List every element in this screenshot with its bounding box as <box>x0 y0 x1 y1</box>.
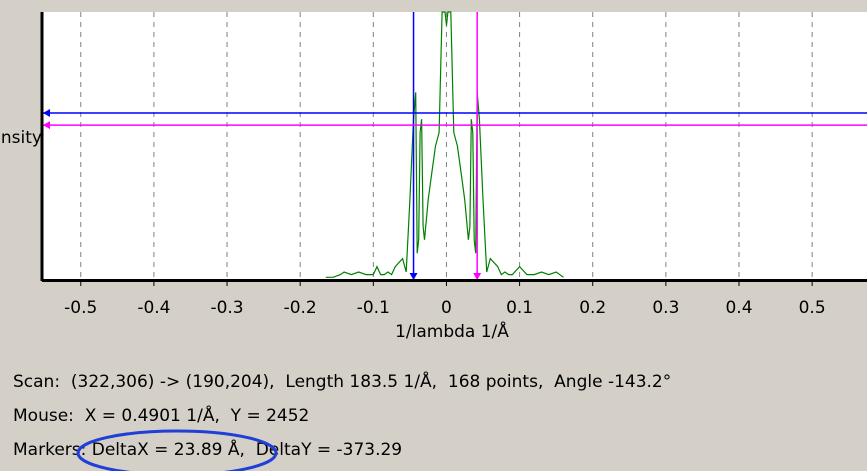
x-tick-label: 0.2 <box>579 298 606 318</box>
marker-delta-text: Markers: DeltaX = 23.89 Å, DeltaY = -373… <box>13 440 403 460</box>
x-tick-label: 0 <box>441 298 452 318</box>
grid-lines <box>80 12 813 280</box>
x-axis-ticks: -0.5 -0.4 -0.3 -0.2 -0.1 0 0.1 0.2 0.3 0.4 0.5 <box>64 280 826 318</box>
x-tick-label: -0.1 <box>357 298 390 318</box>
x-axis-label: 1/lambda 1/Å <box>395 320 509 342</box>
intensity-trace <box>325 11 564 278</box>
x-tick-label: -0.5 <box>64 298 97 318</box>
x-tick-label: 0.4 <box>725 298 752 318</box>
intensity-profile-chart[interactable]: -0.5 -0.4 -0.3 -0.2 -0.1 0 0.1 0.2 0.3 0.4 0.5 Int… <box>0 0 867 345</box>
y-axis-label: Intensity <box>0 128 42 148</box>
marker-a-arrow-icon <box>43 109 50 118</box>
marker-a-arrow-icon <box>409 273 418 280</box>
marker-b-arrow-icon <box>43 121 50 130</box>
plot-area[interactable] <box>42 12 867 280</box>
x-tick-label: 0.1 <box>506 298 533 318</box>
x-tick-label: -0.3 <box>210 298 243 318</box>
x-tick-label: 0.5 <box>799 298 826 318</box>
x-tick-label: -0.2 <box>284 298 317 318</box>
mouse-position-text: Mouse: X = 0.4901 1/Å, Y = 2452 <box>13 406 310 426</box>
marker-b-arrow-icon <box>473 273 482 280</box>
marker-lines <box>42 12 867 280</box>
x-tick-label: -0.4 <box>137 298 170 318</box>
scan-info-text: Scan: (322,306) -> (190,204), Length 183… <box>13 372 672 392</box>
x-tick-label: 0.3 <box>652 298 679 318</box>
